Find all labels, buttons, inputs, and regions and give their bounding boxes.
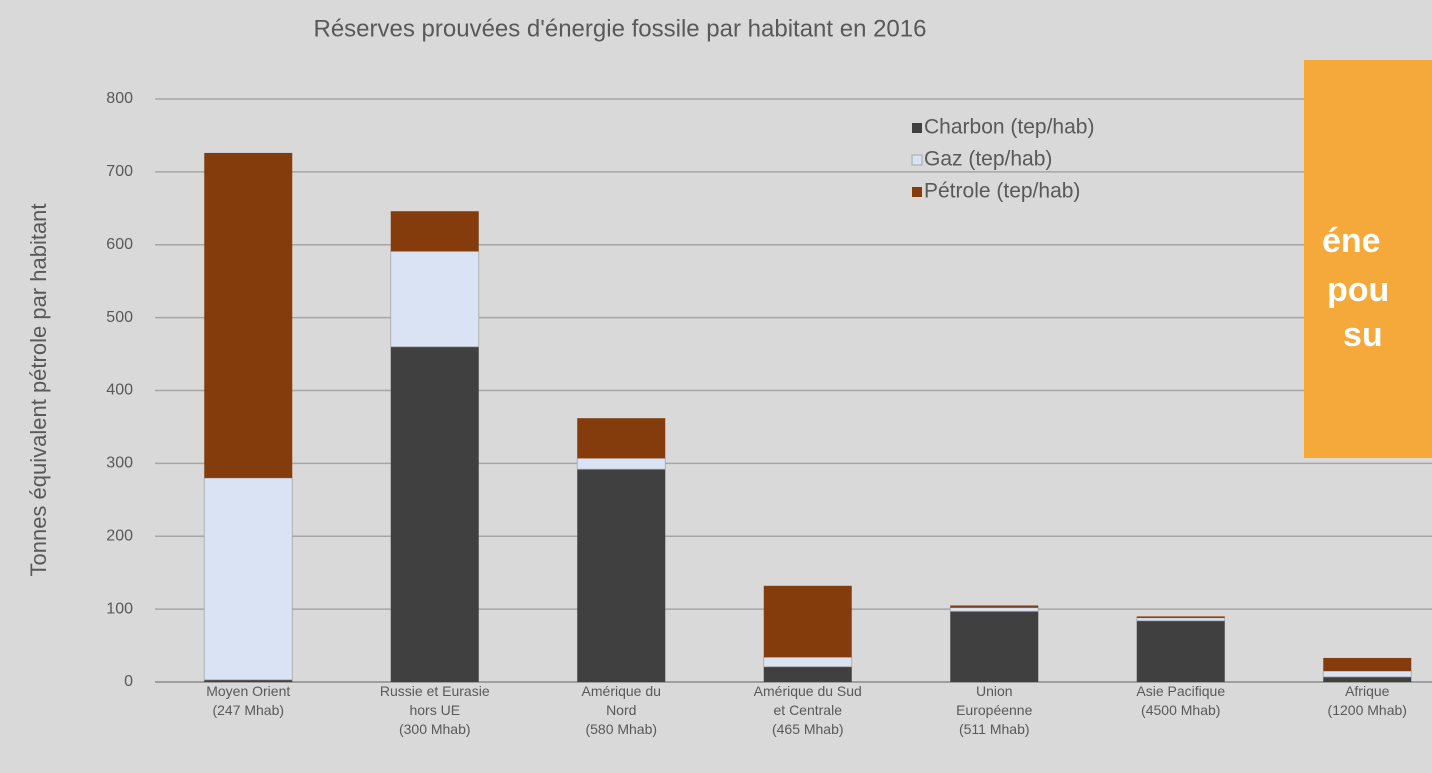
x-tick-label: Asie Pacifique (4500 Mhab): [1136, 683, 1225, 718]
bar-segment: [1323, 676, 1412, 682]
x-tick-label: Russie et Eurasie hors UE (300 Mhab): [380, 683, 490, 737]
x-tick-line: (247 Mhab): [212, 702, 284, 718]
bar-segment: [1136, 620, 1225, 682]
y-tick-label: 600: [106, 236, 133, 253]
bar-segment: [763, 666, 852, 682]
x-tick-line: Européenne: [956, 702, 1033, 718]
x-tick-line: Moyen Orient: [206, 683, 290, 699]
legend-swatch: [912, 187, 922, 197]
bar-segment: [1322, 670, 1412, 678]
x-tick-line: (1200 Mhab): [1328, 702, 1407, 718]
y-tick-label: 200: [106, 527, 133, 544]
y-tick-label: 300: [106, 455, 133, 472]
y-tick-label: 500: [106, 309, 133, 326]
x-tick-line: hors UE: [409, 702, 460, 718]
x-tick-line: Amérique du: [582, 683, 661, 699]
bar-segment: [1323, 657, 1412, 672]
y-axis-label: Tonnes équivalent pétrole par habitant: [26, 203, 51, 576]
overlay-text: éne: [1322, 222, 1381, 260]
x-tick-line: (511 Mhab): [959, 721, 1030, 737]
y-tick-label: 100: [106, 600, 133, 617]
legend-label: Pétrole (tep/hab): [924, 180, 1080, 203]
x-tick-label: Amérique du Nord (580 Mhab): [582, 683, 661, 737]
bar-segment: [390, 346, 479, 682]
bar-segment: [390, 250, 480, 348]
overlay-text: su: [1343, 316, 1383, 354]
bar-segment: [577, 469, 666, 682]
bar-segment: [949, 607, 1039, 612]
bar-segment: [763, 656, 853, 668]
y-tick-label: 800: [106, 90, 133, 107]
x-tick-label: Moyen Orient (247 Mhab): [206, 683, 290, 718]
legend-label: Gaz (tep/hab): [924, 148, 1052, 171]
bar-segment: [204, 152, 293, 478]
bar-segment: [576, 457, 666, 470]
bar-segment: [763, 585, 852, 658]
x-tick-label: Amérique du Sud et Centrale (465 Mhab): [754, 683, 862, 737]
x-tick-line: Nord: [606, 702, 636, 718]
x-tick-line: Asie Pacifique: [1136, 683, 1225, 699]
bar-segment: [577, 418, 666, 459]
overlay-box: [1304, 60, 1432, 458]
x-tick-line: (465 Mhab): [772, 721, 844, 737]
bar-segment: [1136, 616, 1225, 618]
bar-segment: [390, 211, 479, 252]
x-tick-line: Amérique du Sud: [754, 683, 862, 699]
x-tick-line: Union: [976, 683, 1013, 699]
chart-title: Réserves prouvées d'énergie fossile par …: [314, 15, 927, 42]
legend-swatch: [912, 123, 922, 133]
x-tick-line: (300 Mhab): [399, 721, 471, 737]
x-tick-line: (4500 Mhab): [1141, 702, 1220, 718]
x-tick-line: (580 Mhab): [585, 721, 657, 737]
x-tick-line: Afrique: [1345, 683, 1390, 699]
y-tick-label: 0: [124, 673, 133, 690]
x-tick-label: Afrique (1200 Mhab): [1328, 683, 1407, 718]
legend-label: Charbon (tep/hab): [924, 116, 1094, 139]
bar-segment: [950, 611, 1039, 682]
bar-segment: [204, 679, 293, 682]
x-tick-line: et Centrale: [774, 702, 843, 718]
x-tick-line: Russie et Eurasie: [380, 683, 490, 699]
y-tick-label: 700: [106, 163, 133, 180]
legend-swatch: [911, 154, 923, 166]
y-tick-label: 400: [106, 382, 133, 399]
overlay-text: pou: [1327, 271, 1389, 309]
bar-segment: [203, 477, 293, 681]
x-tick-label: Union Européenne (511 Mhab): [956, 683, 1033, 737]
bar-segment: [1136, 617, 1226, 622]
bar-segment: [950, 605, 1039, 608]
